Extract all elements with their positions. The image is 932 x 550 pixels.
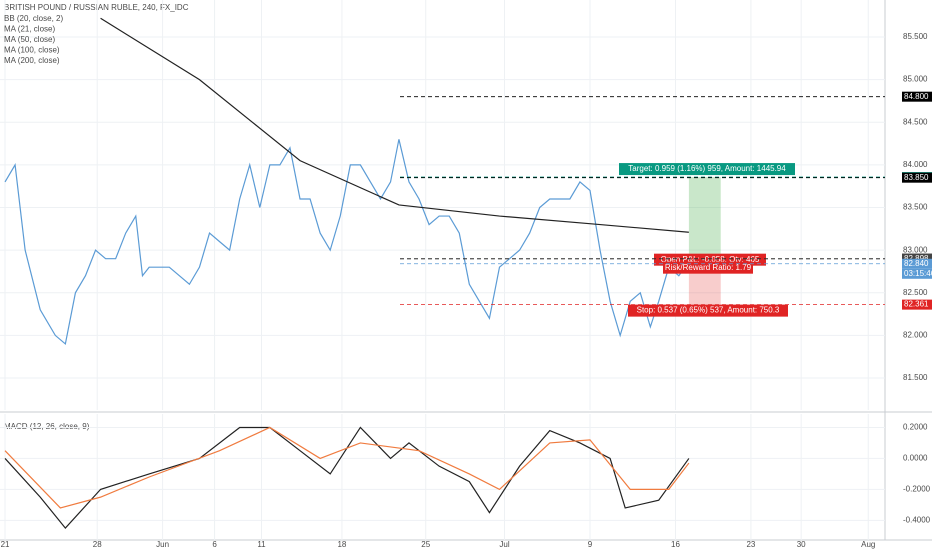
x-tick-label: 21 <box>1 540 10 549</box>
x-tick-label: 30 <box>797 540 806 549</box>
legend-entry: MA (50, close) <box>4 35 55 44</box>
y-tick-label: 85.000 <box>903 75 928 84</box>
series-line <box>4 426 690 530</box>
y-tick-label: 81.500 <box>903 373 928 382</box>
level-tag <box>902 91 932 102</box>
y-tick-label: 82.500 <box>903 288 928 297</box>
level-label: 82.361 <box>904 300 929 309</box>
series-line <box>4 139 688 346</box>
x-tick-label: 6 <box>212 540 217 549</box>
position-label-bg <box>663 261 753 274</box>
level-tag <box>902 172 932 183</box>
y-tick-label: 83.500 <box>903 203 928 212</box>
y-tick-label: 83.000 <box>903 245 928 254</box>
y-tick-label: 82.000 <box>903 331 928 340</box>
y-tick-label: -0.4000 <box>903 515 931 524</box>
x-tick-label: 11 <box>257 540 266 549</box>
level-label: 83.850 <box>904 173 929 182</box>
level-label: 84.800 <box>904 92 929 101</box>
position-label: Risk/Reward Ratio: 1.79 <box>665 263 752 272</box>
x-tick-label: Jun <box>156 540 169 549</box>
y-tick-label: 84.000 <box>903 160 928 169</box>
x-tick-label: 23 <box>746 540 755 549</box>
level-tag <box>902 258 932 269</box>
position-label-bg <box>628 304 788 317</box>
y-tick-label: 84.500 <box>903 117 928 126</box>
level-tag <box>902 299 932 310</box>
series-line <box>100 17 689 233</box>
x-tick-label: 9 <box>588 540 593 549</box>
legend-entry: MA (200, close) <box>4 56 60 65</box>
position-label-bg <box>619 163 795 176</box>
level-label: 82.898 <box>904 254 929 263</box>
legend-entry: MA (21, close) <box>4 25 55 34</box>
y-tick-label: 0.0000 <box>903 454 928 463</box>
x-tick-label: 25 <box>421 540 430 549</box>
position-label: Open P&L: -0.058, Qty: 465 <box>661 255 760 264</box>
x-tick-label: 18 <box>337 540 346 549</box>
countdown-label: 03:15:46 <box>904 269 932 278</box>
x-tick-label: Aug <box>861 540 875 549</box>
countdown-tag <box>902 268 932 279</box>
level-label: 82.840 <box>904 259 929 268</box>
legend-entry: MA (100, close) <box>4 46 60 55</box>
target-zone <box>688 177 721 259</box>
chart-title: BRITISH POUND / RUSSIAN RUBLE, 240, FX_I… <box>4 3 189 12</box>
y-tick-label: 85.500 <box>903 32 928 41</box>
legend-entry: BB (20, close, 2) <box>4 14 63 23</box>
position-label: Target: 0.959 (1.16%) 959, Amount: 1445.… <box>628 164 786 173</box>
series-line <box>4 426 690 509</box>
y-tick-label: -0.2000 <box>903 484 931 493</box>
macd-title: MACD (12, 26, close, 9) <box>4 422 90 431</box>
position-label: Stop: 0.537 (0.65%) 537, Amount: 750.3 <box>637 306 780 315</box>
x-tick-label: Jul <box>499 540 509 549</box>
x-tick-label: 16 <box>671 540 680 549</box>
x-tick-label: 28 <box>93 540 102 549</box>
y-tick-label: 0.2000 <box>903 423 928 432</box>
